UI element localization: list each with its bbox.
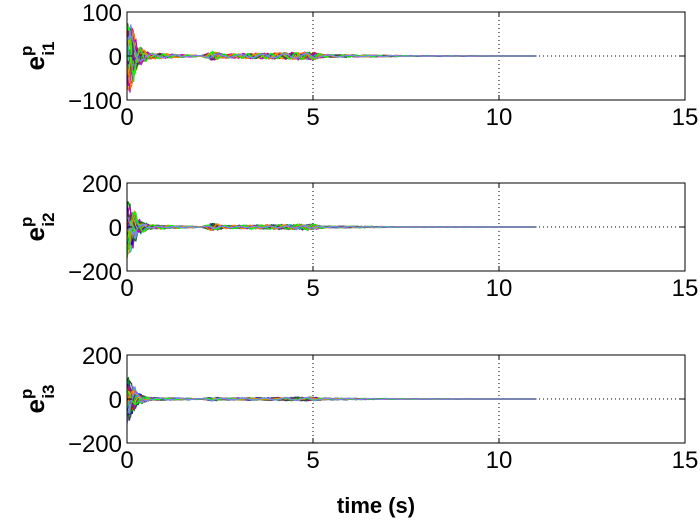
series-line [127, 216, 537, 250]
y-tick-label: 0 [109, 44, 122, 71]
series-line [127, 384, 537, 410]
y-tick-label: 200 [82, 343, 122, 370]
y-tick-label: 100 [82, 0, 122, 27]
x-tick-label: 10 [486, 447, 513, 474]
y-axis-label: ep i1 [17, 41, 58, 70]
series-line [127, 41, 537, 76]
series-line [127, 390, 537, 405]
series-line [127, 391, 537, 421]
series-line [127, 391, 537, 415]
y-tick-label: −200 [68, 431, 122, 458]
series-line [127, 211, 537, 240]
series-line [127, 218, 537, 244]
series-line [127, 27, 537, 70]
series-line [127, 379, 537, 408]
series-group [127, 201, 537, 259]
series-line [127, 221, 537, 238]
series-line [127, 29, 537, 63]
y-tick-label: 0 [109, 215, 122, 242]
series-line [127, 37, 537, 66]
y-tick-label: −100 [68, 88, 122, 115]
series-line [127, 31, 537, 92]
series-line [127, 384, 537, 412]
series-line [127, 35, 537, 73]
x-tick-label: 0 [120, 275, 133, 302]
series-line [127, 46, 537, 69]
series-line [127, 222, 537, 239]
series-line [127, 217, 537, 243]
x-tick-label: 5 [306, 104, 319, 131]
y-axis-label: ep i2 [17, 212, 58, 241]
series-line [127, 37, 537, 89]
series-line [127, 390, 537, 412]
series-line [127, 25, 537, 82]
series-line [127, 210, 537, 246]
series-line [127, 382, 537, 409]
series-line [127, 213, 537, 249]
series-group [127, 376, 537, 424]
series-line [127, 205, 537, 243]
series-line [127, 216, 537, 235]
series-line [127, 23, 537, 76]
series-line [127, 211, 537, 258]
x-tick-label: 15 [672, 447, 699, 474]
series-line [127, 377, 537, 408]
x-tick-label: 10 [486, 275, 513, 302]
series-line [127, 40, 537, 64]
series-line [127, 43, 537, 81]
series-line [127, 393, 537, 409]
series-line [127, 389, 537, 406]
x-tick-label: 0 [120, 447, 133, 474]
series-line [127, 385, 537, 410]
series-line [127, 204, 537, 246]
series-line [127, 46, 537, 75]
x-tick-label: 10 [486, 104, 513, 131]
series-line [127, 43, 537, 73]
series-line [127, 24, 537, 66]
x-tick-label: 15 [672, 104, 699, 131]
y-axis-label: ep i3 [17, 384, 58, 413]
series-line [127, 23, 537, 72]
series-line [127, 214, 537, 250]
x-tick-label: 5 [306, 275, 319, 302]
series-line [127, 201, 537, 239]
series-line [127, 386, 537, 420]
series-line [127, 32, 537, 66]
x-tick-label: 0 [120, 104, 133, 131]
series-line [127, 376, 537, 409]
series-line [127, 44, 537, 72]
series-line [127, 210, 537, 234]
series-line [127, 393, 537, 416]
y-tick-label: 200 [82, 171, 122, 198]
series-line [127, 394, 537, 414]
y-tick-label: 0 [109, 387, 122, 414]
series-line [127, 385, 537, 410]
series-line [127, 388, 537, 406]
series-line [127, 392, 537, 411]
series-line [127, 201, 537, 242]
series-line [127, 27, 537, 75]
x-tick-label: 5 [306, 447, 319, 474]
series-line [127, 380, 537, 409]
series-line [127, 211, 537, 254]
y-tick-label: −200 [68, 259, 122, 286]
series-line [127, 45, 537, 70]
series-line [127, 209, 537, 259]
x-axis-label: time (s) [337, 493, 415, 518]
series-line [127, 389, 537, 420]
series-group [127, 23, 537, 93]
series-line [127, 385, 537, 424]
series-line [127, 220, 537, 244]
series-line [127, 208, 537, 249]
series-line [127, 219, 537, 241]
x-tick-label: 15 [672, 275, 699, 302]
